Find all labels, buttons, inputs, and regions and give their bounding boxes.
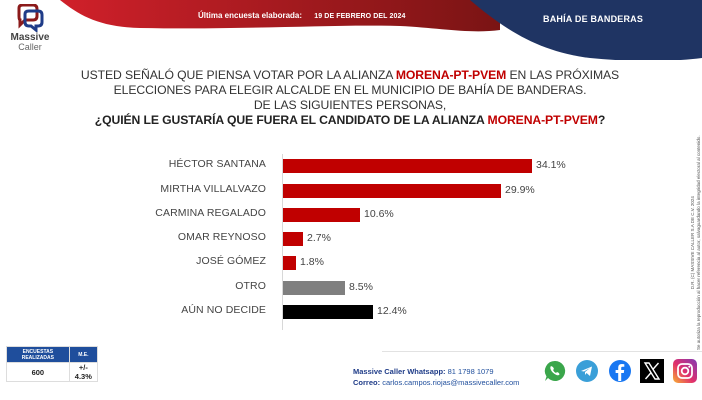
chart-row: JOSÉ GÓMEZ 1.8% bbox=[0, 253, 660, 271]
chart-row: OMAR REYNOSO 2.7% bbox=[0, 229, 660, 247]
candidate-label: AÚN NO DECIDE bbox=[181, 304, 266, 316]
alliance-highlight: MORENA-PT-PVEM bbox=[487, 113, 598, 127]
question-line-4: ¿QUIÉN LE GUSTARÍA QUE FUERA EL CANDIDAT… bbox=[40, 113, 660, 128]
email-label: Correo: bbox=[353, 378, 381, 387]
reproduction-notice: Se autoriza la reproducción al hacer ref… bbox=[696, 135, 701, 350]
bar-value: 12.4% bbox=[377, 305, 407, 317]
logo-text-massive: Massive bbox=[10, 32, 50, 43]
question-line-2: ELECCIONES PARA ELEGIR ALCALDE EN EL MUN… bbox=[113, 83, 587, 97]
bar-value: 1.8% bbox=[300, 256, 324, 268]
chart-bar bbox=[283, 159, 532, 173]
footer-divider bbox=[382, 351, 702, 352]
bar-value: 2.7% bbox=[307, 232, 331, 244]
whatsapp-label: Massive Caller Whatsapp: bbox=[353, 367, 446, 376]
chart-row: HÉCTOR SANTANA 34.1% bbox=[0, 156, 660, 174]
chart-bar bbox=[283, 208, 360, 222]
chart-bar bbox=[283, 256, 296, 270]
candidate-label: JOSÉ GÓMEZ bbox=[196, 255, 266, 267]
survey-date: Última encuesta elaborada: 19 DE FEBRERO… bbox=[198, 11, 405, 20]
chart-axis bbox=[282, 154, 283, 330]
chat-bubbles-icon bbox=[17, 4, 44, 32]
chart-bar bbox=[283, 232, 303, 246]
bar-value: 29.9% bbox=[505, 184, 535, 196]
survey-date-label: Última encuesta elaborada: bbox=[198, 11, 303, 20]
email-address[interactable]: carlos.campos.riojas@massivecaller.com bbox=[382, 378, 520, 387]
chart-row: CARMINA REGALADO 10.6% bbox=[0, 205, 660, 223]
contact-info: Massive Caller Whatsapp: 81 1798 1079 Co… bbox=[353, 366, 519, 388]
surveys-header: ENCUESTAS REALIZADAS bbox=[6, 346, 70, 363]
candidate-label: MIRTHA VILLALVAZO bbox=[160, 183, 266, 195]
candidate-label: OTRO bbox=[235, 280, 266, 292]
margin-header: M.E. bbox=[68, 346, 99, 363]
instagram-icon[interactable] bbox=[673, 359, 697, 383]
bar-chart: HÉCTOR SANTANA 34.1% MIRTHA VILLALVAZO 2… bbox=[0, 154, 660, 334]
chart-bar bbox=[283, 305, 373, 319]
telegram-icon[interactable] bbox=[575, 359, 599, 383]
survey-date-value: 19 DE FEBRERO DEL 2024 bbox=[314, 13, 406, 20]
surveys-value: 600 bbox=[6, 362, 70, 382]
question-text: EN LAS PRÓXIMAS bbox=[506, 68, 620, 82]
x-icon[interactable] bbox=[640, 359, 664, 383]
logo-text-caller: Caller bbox=[18, 42, 42, 52]
question-text: USTED SEÑALÓ QUE PIENSA VOTAR POR LA ALI… bbox=[80, 68, 396, 82]
candidate-label: CARMINA REGALADO bbox=[155, 207, 266, 219]
bar-value: 34.1% bbox=[536, 159, 566, 171]
alliance-highlight: MORENA-PT-PVEM bbox=[395, 68, 507, 82]
whatsapp-number[interactable]: 81 1798 1079 bbox=[447, 367, 494, 376]
whatsapp-icon[interactable] bbox=[543, 359, 567, 383]
question-text: ¿QUIÉN LE GUSTARÍA QUE FUERA EL CANDIDAT… bbox=[94, 113, 488, 127]
bar-value: 10.6% bbox=[364, 208, 394, 220]
question-line-3: DE LAS SIGUIENTES PERSONAS, bbox=[253, 98, 447, 112]
candidate-label: OMAR REYNOSO bbox=[177, 231, 266, 243]
margin-value: +/- 4.3% bbox=[68, 362, 99, 382]
facebook-icon[interactable] bbox=[608, 359, 632, 383]
survey-question: USTED SEÑALÓ QUE PIENSA VOTAR POR LA ALI… bbox=[40, 68, 660, 128]
header-banner bbox=[0, 0, 702, 60]
chart-bar bbox=[283, 184, 501, 198]
candidate-label: HÉCTOR SANTANA bbox=[168, 158, 266, 170]
question-text: ? bbox=[597, 113, 606, 127]
survey-stats-table: ENCUESTAS REALIZADAS M.E. 600 +/- 4.3% bbox=[6, 346, 99, 382]
chart-row: AÚN NO DECIDE 12.4% bbox=[0, 302, 660, 320]
legal-note: D.R. (C) MASSIVE CALLER S.A DE C.V. 2024… bbox=[690, 135, 702, 350]
chart-row: OTRO 8.5% bbox=[0, 278, 660, 296]
chart-row: MIRTHA VILLALVAZO 29.9% bbox=[0, 181, 660, 199]
location-title: BAHÍA DE BANDERAS bbox=[543, 14, 644, 24]
question-line-1: USTED SEÑALÓ QUE PIENSA VOTAR POR LA ALI… bbox=[40, 68, 660, 83]
bar-value: 8.5% bbox=[349, 281, 373, 293]
massive-caller-logo: Massive Caller bbox=[6, 4, 54, 54]
chart-bar bbox=[283, 281, 345, 295]
